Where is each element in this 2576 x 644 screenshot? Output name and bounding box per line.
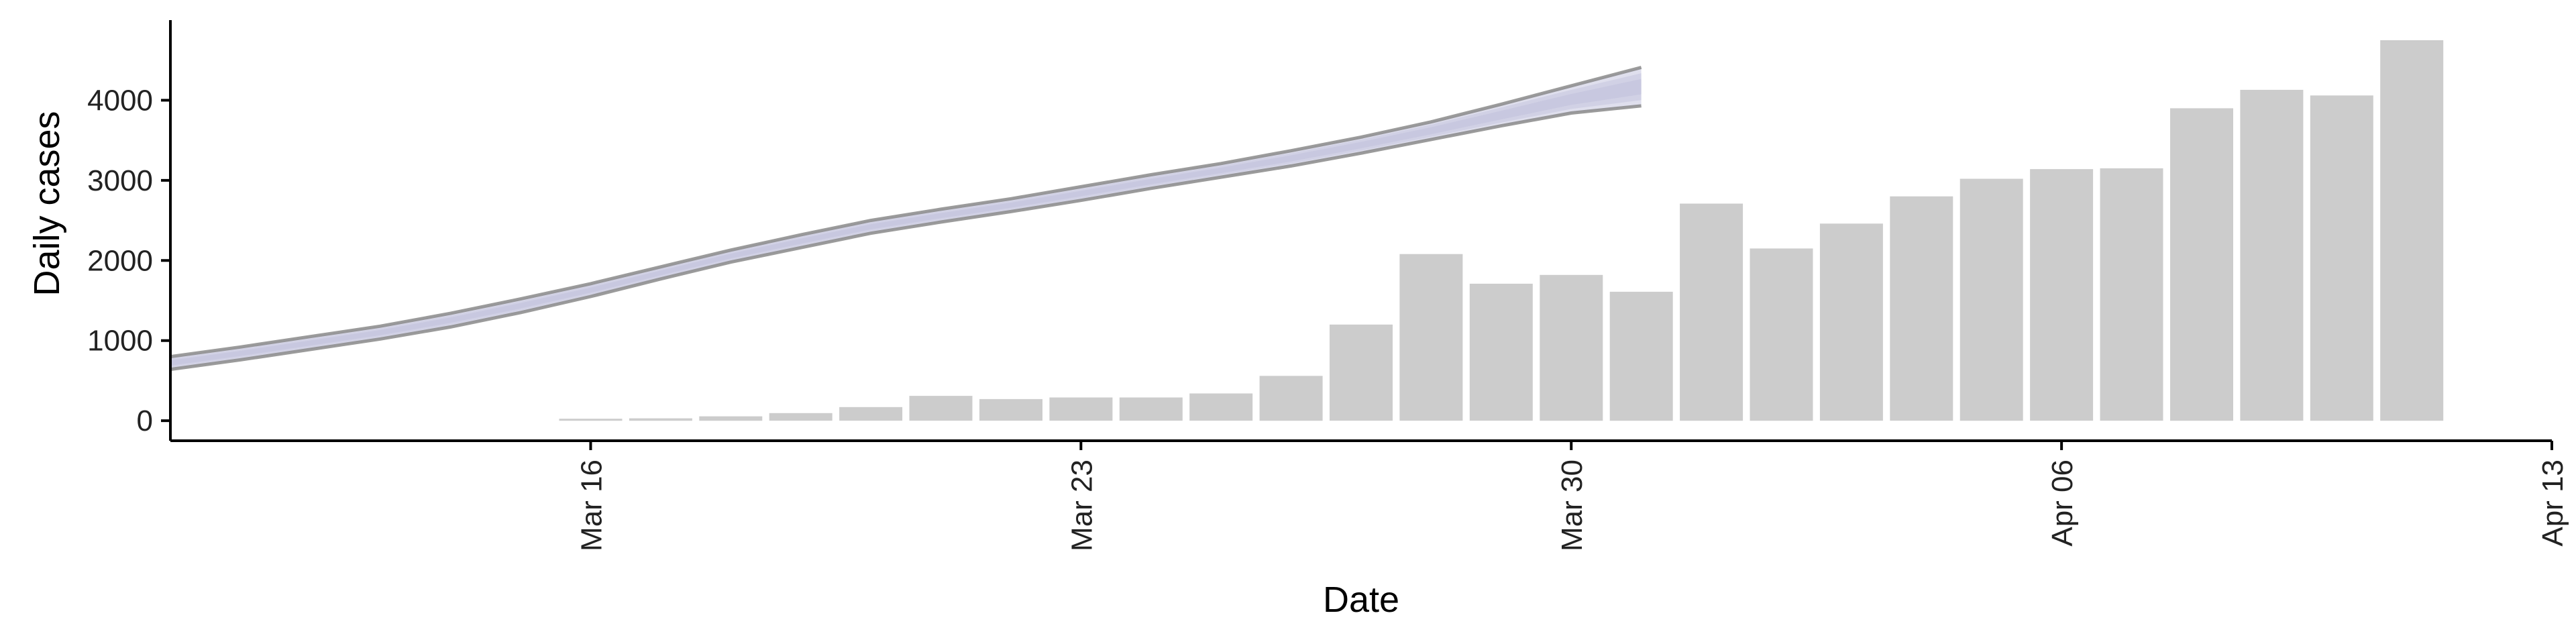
bar [559,419,623,421]
forecast-band-inner [170,73,1642,368]
x-tick-label: Mar 30 [1556,460,1589,551]
forecast-band-inner [170,78,1642,366]
band-layer [170,66,1642,372]
forecast-band [170,67,1642,370]
bar [2100,168,2163,421]
x-tick-label: Mar 16 [576,460,608,551]
bar [1750,248,1813,421]
axes-layer [169,20,2552,442]
x-tick-label: Mar 23 [1065,460,1098,551]
x-axis-ticks: Mar 16 Mar 23 Mar 30 Apr 06 Apr 13 [576,441,2569,551]
x-tick-label: Apr 06 [2046,460,2079,547]
bar [2240,89,2304,421]
bar [699,416,763,421]
y-axis-ticks: 0 1000 2000 3000 4000 [87,84,170,437]
bar [1819,223,1883,421]
bar [1469,283,1533,421]
y-axis-title: Daily cases [27,111,67,296]
bar [1399,254,1463,421]
bar [1609,291,1673,421]
bar [2310,95,2373,421]
bar [1540,274,1603,421]
bar [909,396,973,421]
bar [769,413,833,421]
x-axis-title: Date [1323,580,1399,620]
bar [629,418,692,421]
bar [1119,397,1183,421]
forecast-upper-line [170,66,1642,359]
bar [839,407,903,421]
bar [2380,40,2444,421]
bar [1049,397,1113,421]
bar [1680,203,1743,421]
bar [1330,324,1393,421]
bar [979,398,1042,421]
bar [1890,196,1953,421]
y-tick-label: 1000 [87,325,153,358]
bar [1189,393,1253,421]
bar [2170,108,2233,421]
bar [2030,169,2094,421]
forecast-lower-line [170,104,1642,372]
y-tick-label: 2000 [87,244,153,277]
x-tick-label: Apr 13 [2536,460,2569,547]
bar [1259,376,1323,421]
y-tick-label: 4000 [87,84,153,117]
bars-layer [559,40,2444,421]
y-tick-label: 0 [137,405,153,437]
bar [1960,178,2023,421]
y-tick-label: 3000 [87,164,153,197]
